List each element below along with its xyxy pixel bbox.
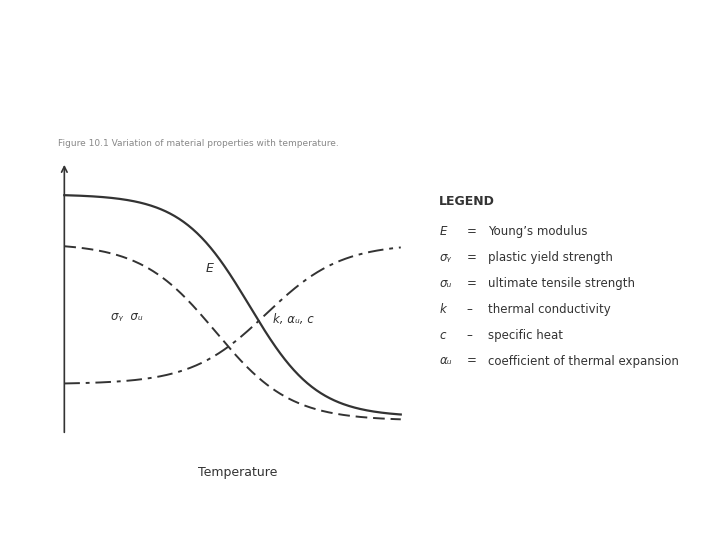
Text: –: – [467, 328, 472, 342]
Text: –: – [467, 302, 472, 316]
Text: σᵤ: σᵤ [439, 276, 451, 290]
Text: thermal conductivity: thermal conductivity [488, 302, 611, 316]
Text: σᵧ  σᵤ: σᵧ σᵤ [112, 310, 143, 323]
Text: c: c [439, 328, 446, 342]
Text: =: = [467, 225, 477, 238]
Text: =: = [467, 354, 477, 368]
Text: specific heat: specific heat [488, 328, 563, 342]
Text: =: = [467, 276, 477, 290]
Text: coefficient of thermal expansion: coefficient of thermal expansion [488, 354, 679, 368]
Text: plastic yield strength: plastic yield strength [488, 251, 613, 264]
Text: E: E [206, 262, 214, 275]
Text: ultimate tensile strength: ultimate tensile strength [488, 276, 635, 290]
Text: Temperature: Temperature [198, 467, 277, 480]
Text: σᵧ: σᵧ [439, 251, 451, 264]
Text: k: k [439, 302, 446, 316]
Text: LEGEND: LEGEND [439, 195, 495, 208]
Text: k, αᵤ, c: k, αᵤ, c [273, 313, 314, 326]
Text: Young’s modulus: Young’s modulus [488, 225, 588, 238]
Text: Figure 10.1 Variation of material properties with temperature.: Figure 10.1 Variation of material proper… [58, 139, 338, 148]
Text: =: = [467, 251, 477, 264]
Text: αᵤ: αᵤ [439, 354, 451, 368]
Text: E: E [439, 225, 446, 238]
